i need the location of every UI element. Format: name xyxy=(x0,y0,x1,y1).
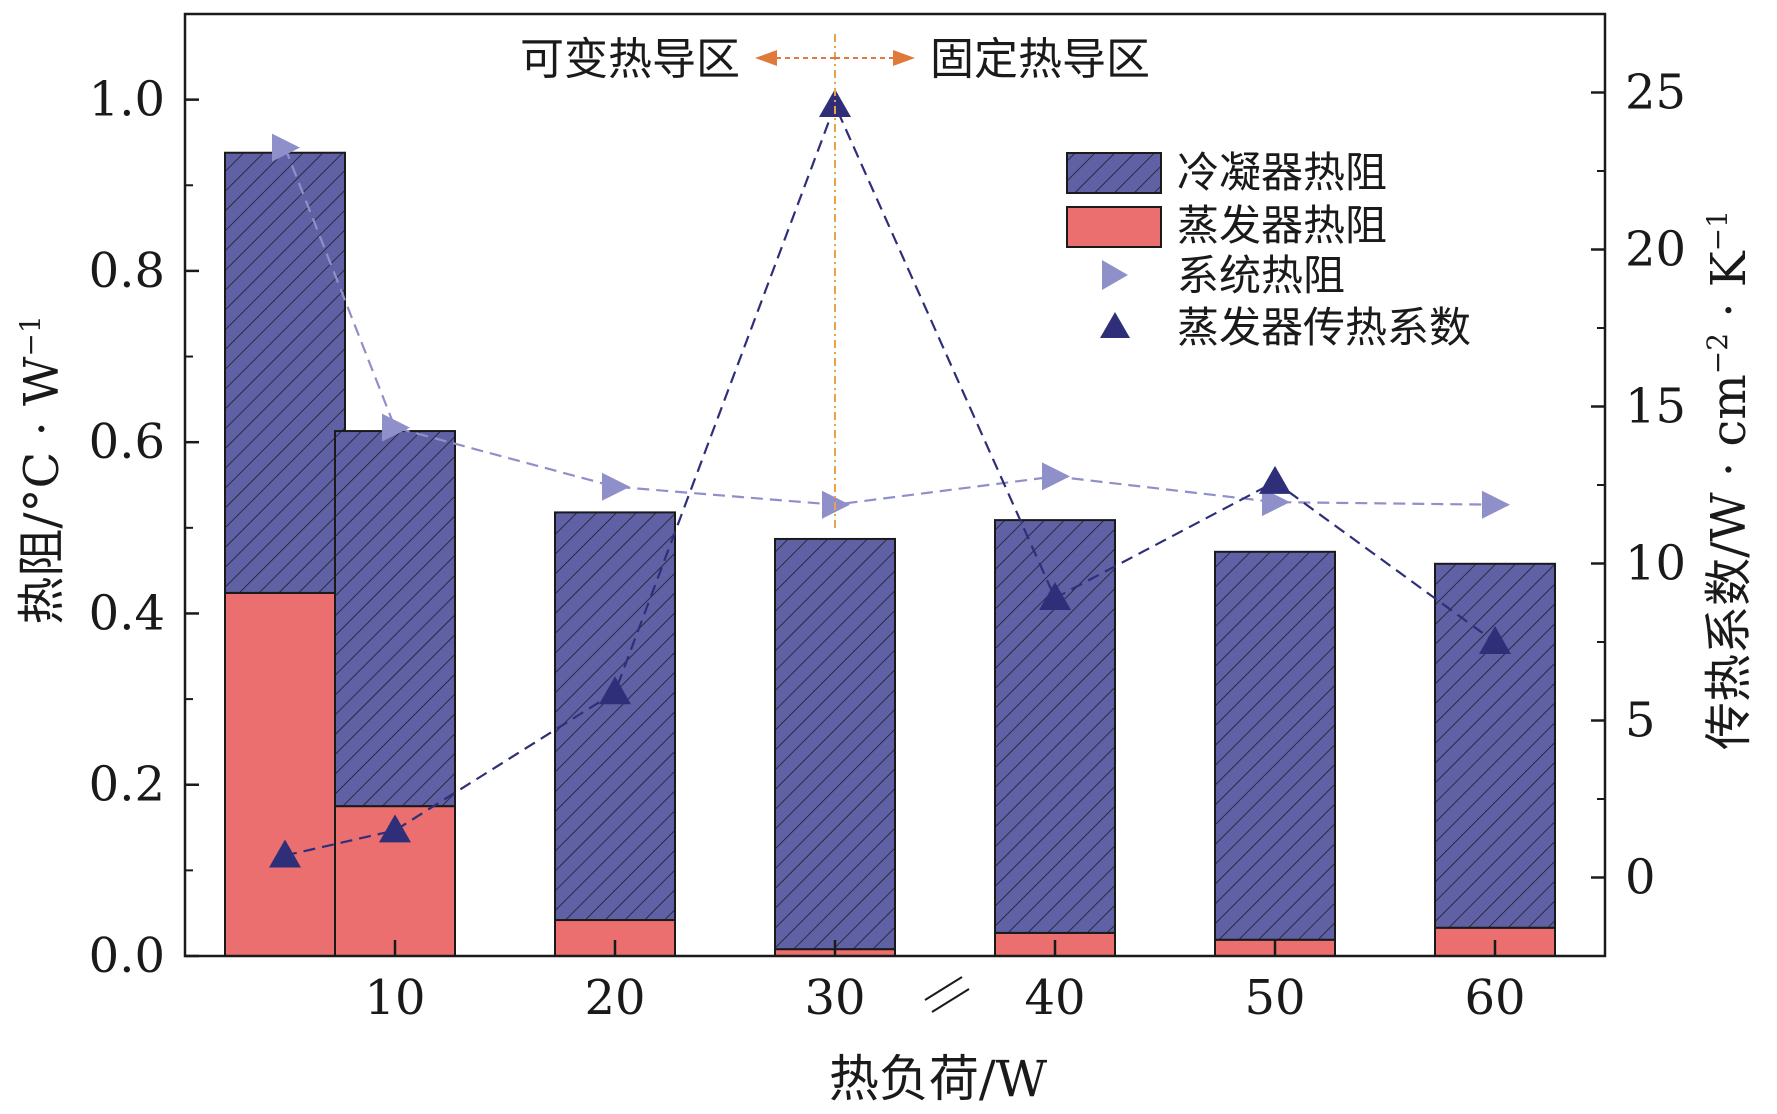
y2-tick-label: 5 xyxy=(1625,693,1656,749)
y2-tick-label: 25 xyxy=(1625,65,1686,121)
condenser-bar xyxy=(1214,550,1336,941)
right-region-label: 固定热导区 xyxy=(930,34,1150,85)
system-resistance-point xyxy=(1262,488,1290,517)
y-tick-label: 0.4 xyxy=(89,585,165,641)
condenser-bar xyxy=(1434,562,1556,929)
y-tick-label: 0.8 xyxy=(89,243,165,299)
legend-marker-htc xyxy=(1100,312,1130,338)
htc-point xyxy=(379,814,411,843)
system-resistance-point xyxy=(272,133,300,162)
bars-layer xyxy=(224,151,1556,958)
svg-text:传热系数/W · cm−2 · K−1: 传热系数/W · cm−2 · K−1 xyxy=(1701,210,1757,750)
y2-tick-label: 0 xyxy=(1625,850,1656,906)
system-resistance-point xyxy=(382,413,410,442)
legend-label-evaporator: 蒸发器热阻 xyxy=(1177,201,1387,250)
condenser-bar xyxy=(994,519,1116,934)
legend-marker-system xyxy=(1102,260,1128,290)
x-tick-label: 10 xyxy=(364,970,425,1026)
y-tick-label: 0.0 xyxy=(89,928,165,984)
y2-axis-title-sup2: −1 xyxy=(1701,210,1734,251)
y2-tick-label: 20 xyxy=(1625,222,1686,278)
system-resistance-point xyxy=(1482,490,1510,519)
axis-break-mark xyxy=(924,976,970,1013)
left-region-label: 可变热导区 xyxy=(520,34,740,85)
legend-label-condenser: 冷凝器热阻 xyxy=(1177,148,1387,197)
region-arrow-right-head xyxy=(893,50,915,66)
y2-axis-title-main: 传热系数/W · cm xyxy=(1701,374,1757,750)
y-tick-label: 0.6 xyxy=(89,414,165,470)
legend-label-system: 系统热阻 xyxy=(1177,251,1345,300)
condenser-bar xyxy=(224,151,346,594)
x-tick-label: 30 xyxy=(804,970,865,1026)
y2-axis-title: 传热系数/W · cm−2 · K−1 xyxy=(1701,210,1757,750)
condenser-bar xyxy=(334,430,456,808)
system-resistance-point xyxy=(1042,462,1070,491)
y2-tick-label: 15 xyxy=(1625,379,1686,435)
y2-axis-title-mid: · K xyxy=(1701,250,1757,333)
htc-point xyxy=(1259,465,1291,494)
axes-layer: 0.0 0.2 0.4 0.6 0.8 1.0 0 5 10 15 20 25 10 20 30 40 50 60 xyxy=(89,12,1686,1026)
htc-point xyxy=(269,839,301,868)
y-axis-title-main: 热阻/°C · W xyxy=(14,356,70,625)
legend: 冷凝器热阻 蒸发器热阻 系统热阻 蒸发器传热系数 xyxy=(1066,148,1471,352)
legend-swatch-evaporator xyxy=(1066,206,1162,248)
htc-point xyxy=(1479,626,1511,654)
y2-axis-title-sup1: −2 xyxy=(1701,333,1734,374)
x-tick-label: 50 xyxy=(1244,970,1305,1026)
x-tick-label: 40 xyxy=(1024,970,1085,1026)
htc-point xyxy=(599,676,631,705)
system-resistance-point xyxy=(602,472,630,501)
svg-text:热阻/°C · W−1: 热阻/°C · W−1 xyxy=(14,315,70,624)
condenser-bar xyxy=(774,537,896,951)
y-tick-label: 1.0 xyxy=(89,72,165,128)
htc-point xyxy=(1039,582,1071,611)
region-annotation: 可变热导区 固定热导区 xyxy=(520,34,1150,528)
htc-point xyxy=(819,89,851,118)
region-arrow-left-head xyxy=(755,50,777,66)
legend-swatch-condenser xyxy=(1066,152,1162,194)
y-axis-title-sup: −1 xyxy=(14,315,47,356)
x-axis-title: 热负荷/W xyxy=(829,1050,1048,1108)
evaporator-bar xyxy=(224,591,346,957)
y-tick-label: 0.2 xyxy=(89,757,165,813)
x-tick-label: 20 xyxy=(584,970,645,1026)
legend-label-htc: 蒸发器传热系数 xyxy=(1177,303,1471,352)
y-axis-title: 热阻/°C · W−1 xyxy=(14,315,70,624)
condenser-bar xyxy=(554,511,676,922)
y2-tick-label: 10 xyxy=(1625,536,1686,592)
x-tick-label: 60 xyxy=(1464,970,1525,1026)
